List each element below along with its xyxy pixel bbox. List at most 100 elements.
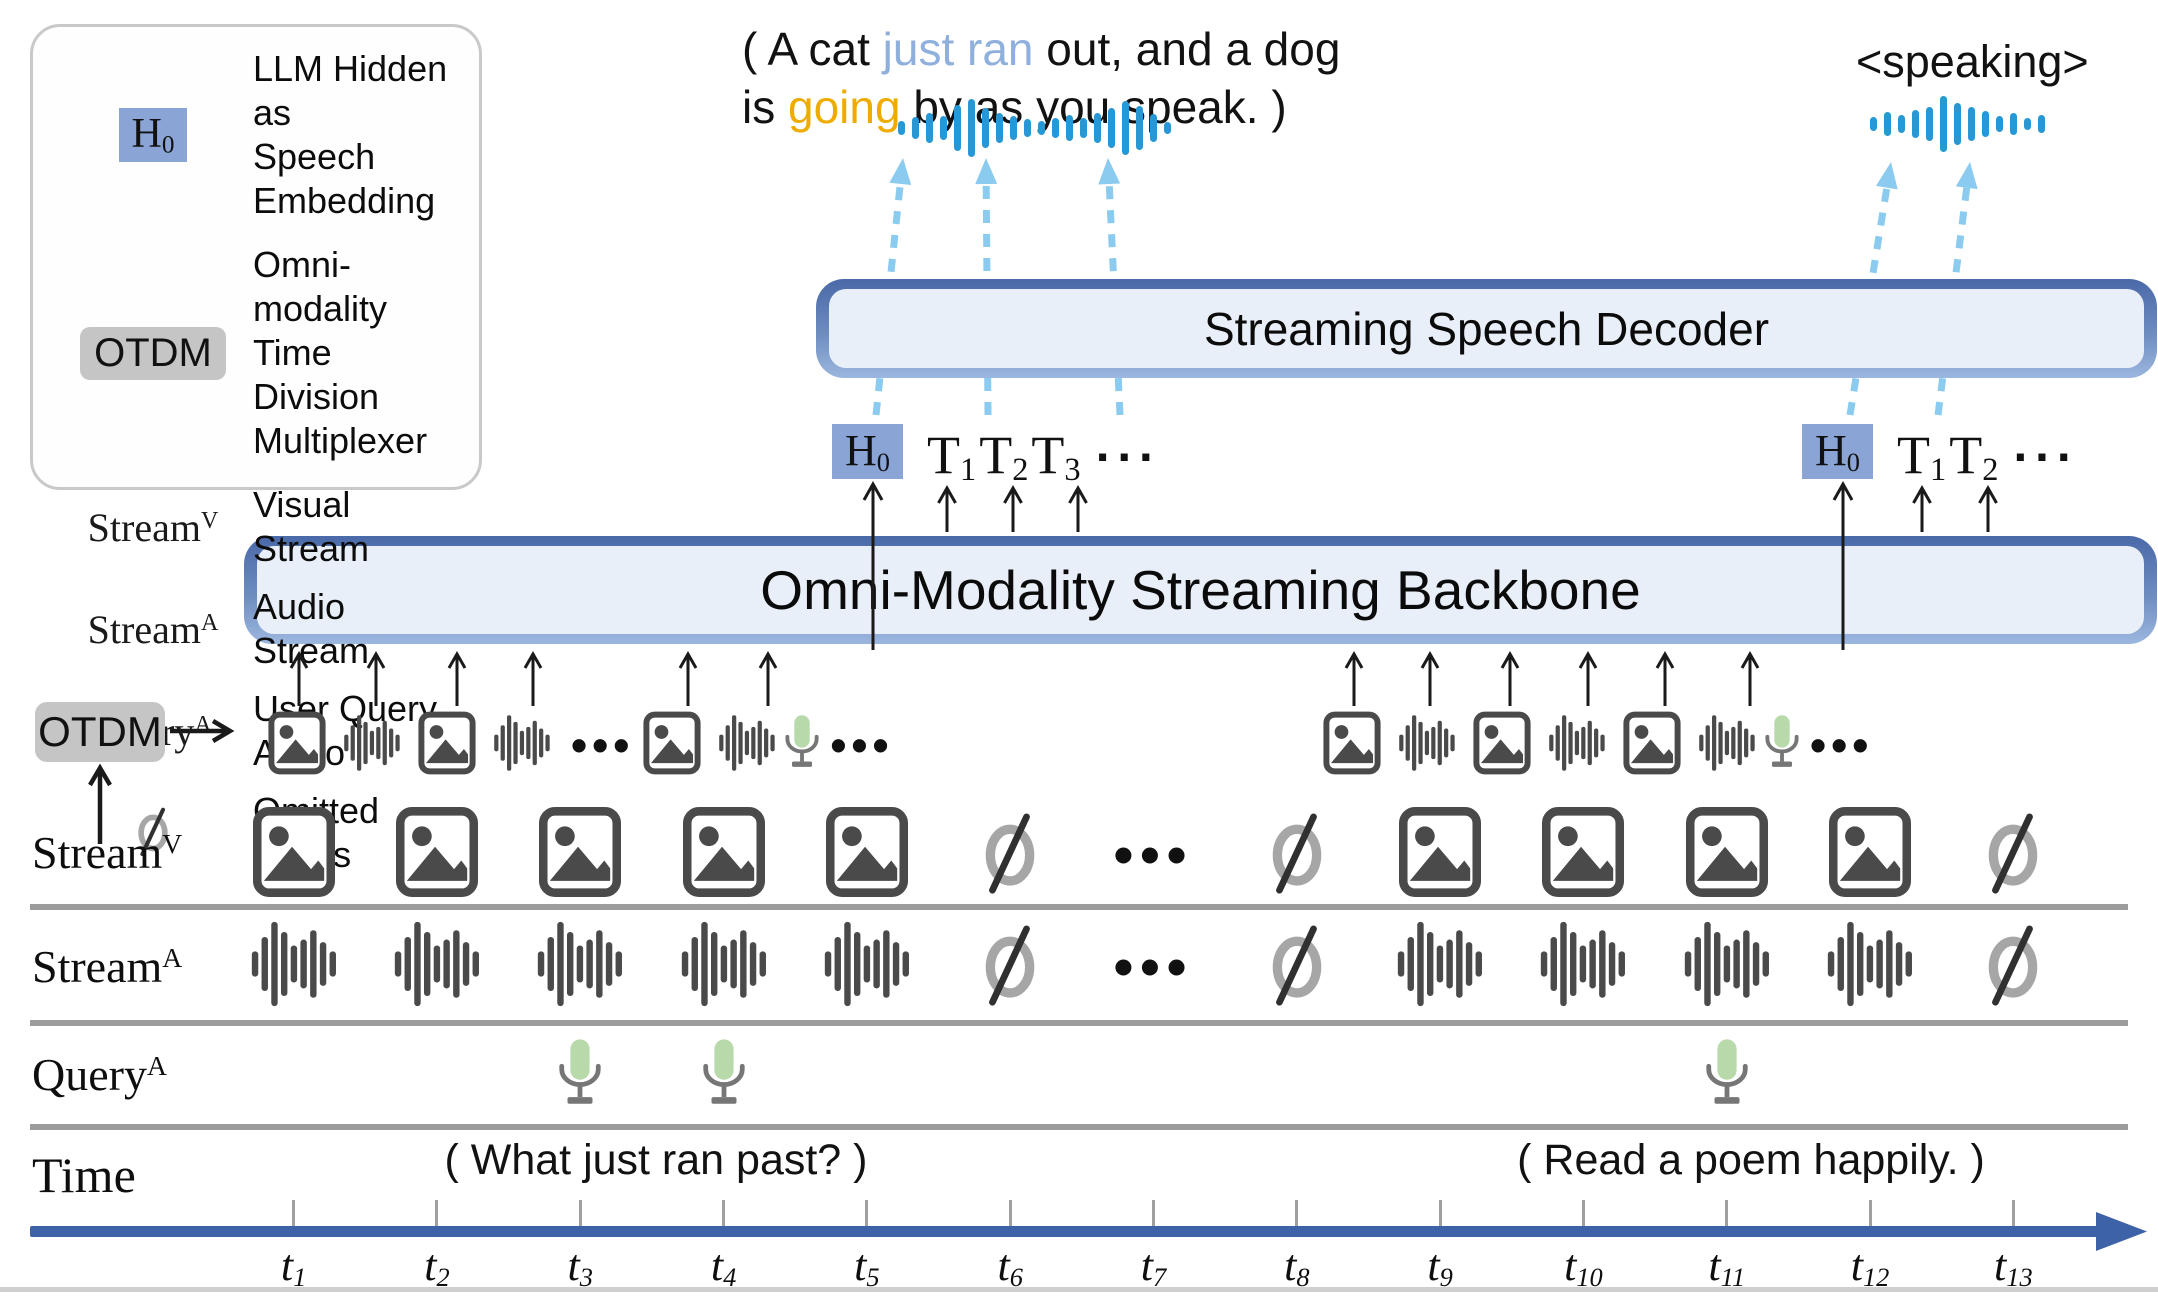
stream-cell [1702, 1035, 1752, 1118]
audio-waveform-icon [331, 714, 413, 777]
tick-label: t1 [280, 1241, 307, 1292]
legend-item: H0 LLM Hidden as Speech Embedding [53, 47, 463, 223]
text-token: T2 [1949, 425, 1999, 489]
row-separator [30, 1124, 2128, 1130]
null-omitted-icon [979, 925, 1041, 1010]
audio-waveform-icon [673, 921, 775, 1012]
legend-item: StreamA Audio Stream [53, 585, 463, 673]
stream-cell [538, 805, 622, 904]
tick-mark [1295, 1200, 1299, 1226]
image-icon [1398, 806, 1482, 903]
time-tick: t5 [854, 1200, 880, 1301]
audio-waveform-icon [1536, 714, 1618, 777]
text-token: T3 [1031, 425, 1081, 489]
audio-waveform-icon [706, 714, 788, 777]
mic-icon [699, 1038, 749, 1117]
tick-label: t12 [1850, 1241, 1890, 1292]
audio-waveform-icon [1532, 921, 1634, 1012]
speech-output-text: ( A cat just ran out, and a dog is going … [742, 20, 1340, 136]
feed-arrow [1578, 650, 1598, 706]
tick-label: t7 [1140, 1241, 1167, 1292]
stream-cell: ••• [1114, 934, 1194, 999]
time-tick: t7 [1141, 1200, 1166, 1301]
omni-modality-backbone-label: Omni-Modality Streaming Backbone [257, 546, 2144, 634]
time-tick: t11 [1708, 1200, 1745, 1301]
legend-item: OTDM Omni-modality Time Division Multiplex… [53, 243, 463, 463]
tick-mark [722, 1200, 726, 1226]
audio-waveform-icon [481, 714, 563, 777]
tick-mark [292, 1200, 296, 1226]
feed-arrow [523, 650, 543, 706]
audio-waveform-icon [243, 921, 345, 1012]
null-omitted-icon [979, 813, 1041, 898]
time-tick: t1 [281, 1200, 306, 1301]
legend-box: H0 LLM Hidden as Speech Embedding OTDM Omni-… [30, 24, 482, 875]
mic-icon [782, 712, 822, 779]
time-tick: t6 [997, 1200, 1023, 1301]
tick-label: t2 [424, 1241, 450, 1292]
speaking-tag: <speaking> [1856, 36, 2089, 87]
legend-symbol: StreamA [87, 606, 219, 652]
feed-arrow [1500, 650, 1520, 706]
stream-cell [1685, 805, 1769, 904]
stream-cell [529, 920, 631, 1013]
token-row-right: H0 T1 T2 ··· [1802, 424, 2078, 489]
tick-label: t3 [567, 1241, 593, 1292]
streaming-speech-decoder-bar: Streaming Speech Decoder [816, 279, 2157, 378]
stream-cell [1398, 805, 1482, 904]
image-icon [538, 806, 622, 903]
tick-label: t10 [1564, 1241, 1603, 1292]
otdm-sequence-left: ••• ••• [267, 710, 898, 780]
otdm-chip: OTDM [80, 326, 226, 380]
ellipsis: ··· [2013, 428, 2079, 485]
image-icon [682, 806, 766, 903]
text-token: T1 [1896, 425, 1947, 489]
image-icon [417, 711, 477, 780]
stream-cell [979, 922, 1041, 1011]
time-tick: t13 [1994, 1200, 2033, 1301]
legend-symbol: StreamV [87, 504, 219, 550]
stream-cell [979, 810, 1041, 899]
query-annotation-right: ( Read a poem happily. ) [1517, 1136, 1985, 1184]
image-icon [1685, 806, 1769, 903]
time-label: Time [32, 1147, 136, 1203]
stream-cell [816, 920, 918, 1013]
null-omitted-icon [1982, 925, 2044, 1010]
time-axis-arrowhead [2096, 1212, 2147, 1251]
stream-cell [395, 805, 479, 904]
legend-description: LLM Hidden as Speech Embedding [253, 48, 448, 221]
tick-mark [1581, 1200, 1585, 1226]
stream-v-label: StreamV [32, 827, 183, 878]
legend-key: OTDM [53, 326, 253, 380]
tick-mark [865, 1200, 869, 1226]
h0-chip: H0 [118, 108, 188, 162]
tick-label: t13 [1994, 1241, 2033, 1292]
image-icon [1828, 806, 1912, 903]
image-icon [1541, 806, 1625, 903]
token-arrow [937, 484, 957, 532]
row-separator [30, 1020, 2128, 1026]
speech-waveform-right [1870, 92, 2052, 156]
audio-waveform-icon [529, 921, 631, 1012]
token-arrow [1068, 484, 1088, 532]
visual-stream-row: ••• [222, 798, 2085, 910]
null-omitted-icon [1266, 813, 1328, 898]
stream-cell [1266, 810, 1328, 899]
mic-icon [1702, 1038, 1752, 1117]
image-icon [252, 806, 336, 903]
text-token: T1 [926, 425, 977, 489]
legend-key: H0 [53, 108, 253, 162]
image-icon [1622, 711, 1682, 780]
tick-mark [1008, 1200, 1012, 1226]
stream-cell [1389, 920, 1491, 1013]
time-tick: t4 [711, 1200, 736, 1301]
audio-waveform-icon [1386, 714, 1468, 777]
time-ticks-row: t1 t2 t3 t4 t5 t6 t7 t8 t9 t10 t11 t12 t… [222, 1200, 2085, 1301]
time-tick: t8 [1284, 1200, 1310, 1301]
feed-arrow [1740, 650, 1760, 706]
mic-icon [555, 1038, 605, 1117]
cropped-edge [0, 1287, 2158, 1292]
null-omitted-icon [1266, 925, 1328, 1010]
tick-mark [435, 1200, 439, 1226]
image-icon [267, 711, 327, 780]
